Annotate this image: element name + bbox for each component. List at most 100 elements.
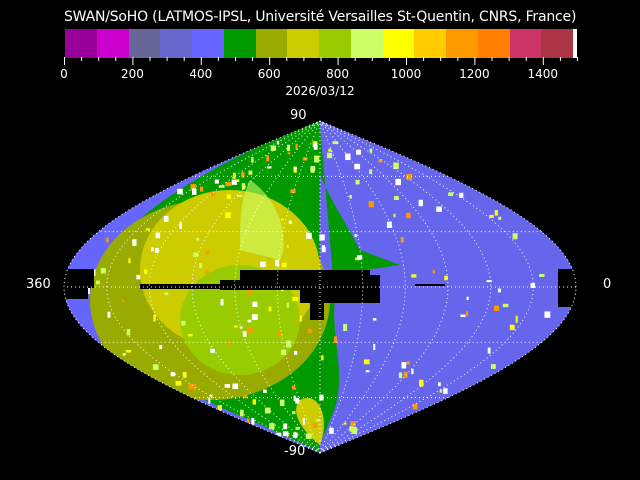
bright-source <box>321 355 324 361</box>
bright-source <box>292 385 296 390</box>
bright-source <box>279 399 285 407</box>
bright-source <box>100 267 106 274</box>
lime-region <box>180 265 300 375</box>
bright-source <box>406 212 411 219</box>
bright-source <box>267 166 272 169</box>
bright-source <box>210 394 213 397</box>
bright-source <box>146 228 150 231</box>
bright-source <box>263 389 267 394</box>
bright-source <box>319 394 324 401</box>
colorbar-swatch <box>287 29 319 58</box>
bright-source <box>242 395 248 399</box>
bright-source <box>247 326 253 334</box>
colorbar-swatch <box>319 29 351 58</box>
bright-source <box>319 234 325 241</box>
bright-source <box>290 189 296 194</box>
blank-band <box>415 284 445 286</box>
bright-source <box>355 179 360 185</box>
bright-source <box>236 179 240 182</box>
bright-source <box>302 418 305 425</box>
bright-source <box>356 149 361 155</box>
meridian-line <box>276 120 321 454</box>
bright-source <box>493 305 500 311</box>
bright-source <box>230 312 233 315</box>
colorbar-tick-label: 1400 <box>527 67 559 81</box>
bright-source <box>444 275 448 281</box>
bright-source <box>182 371 187 378</box>
label-lat-90: 90 <box>290 108 307 123</box>
map-title: SWAN/SoHO (LATMOS-IPSL, Université Versa… <box>64 9 577 25</box>
bright-source <box>307 328 312 334</box>
bright-source <box>332 141 339 145</box>
bright-source <box>448 192 454 197</box>
bright-source <box>210 348 215 353</box>
bright-source <box>490 364 496 369</box>
bright-source <box>126 328 131 336</box>
bright-source <box>406 173 413 180</box>
blank-band-vertical <box>310 290 324 320</box>
meridian-line <box>63 120 321 454</box>
bright-source <box>486 280 492 283</box>
bright-source <box>225 212 231 219</box>
bright-source <box>107 311 111 318</box>
bright-source <box>251 417 255 425</box>
bright-source <box>292 411 296 415</box>
bright-source <box>205 250 210 255</box>
bright-source <box>334 336 338 343</box>
bright-source <box>266 155 270 162</box>
bright-source <box>268 306 272 312</box>
bright-source <box>512 233 518 240</box>
bright-source <box>241 183 246 190</box>
bright-source <box>236 194 243 197</box>
bright-source <box>393 162 399 170</box>
bright-source <box>231 179 238 185</box>
bright-source <box>205 270 209 274</box>
bright-source <box>275 259 280 267</box>
coordinate-grid <box>63 120 577 454</box>
bright-source <box>246 418 250 424</box>
bright-source <box>354 233 357 238</box>
colorbar-swatch-end <box>573 29 577 58</box>
bright-source <box>313 155 320 163</box>
bright-source <box>373 343 376 351</box>
south-yellow-region <box>296 398 324 445</box>
bright-source <box>459 192 464 198</box>
bright-source <box>502 303 509 308</box>
bright-source <box>232 383 239 390</box>
bright-source <box>349 426 354 432</box>
colorbar-swatch <box>541 29 573 58</box>
bright-source <box>363 359 370 365</box>
bright-source <box>393 213 396 218</box>
observation-date: 2026/03/12 <box>285 84 355 98</box>
bright-source <box>239 409 244 417</box>
bright-source <box>226 194 231 199</box>
bright-source <box>125 350 132 353</box>
bright-source <box>251 157 254 163</box>
bright-source <box>188 384 194 390</box>
meridian-line <box>319 120 364 454</box>
bright-source <box>406 361 411 365</box>
bright-source <box>154 247 159 253</box>
bright-source <box>329 427 334 434</box>
bright-source <box>190 184 196 191</box>
bright-source <box>489 214 494 218</box>
bright-source <box>218 185 225 188</box>
bright-source <box>181 320 186 326</box>
blank-band-right <box>558 269 576 307</box>
bright-source <box>87 287 90 295</box>
bright-source <box>248 170 253 175</box>
bright-source <box>281 262 287 268</box>
colorbar-tick-label: 1200 <box>459 67 490 81</box>
bright-source <box>136 274 141 280</box>
bright-source <box>466 311 469 316</box>
bright-source <box>192 384 196 390</box>
bright-source <box>214 179 219 184</box>
blank-band-left <box>64 269 94 288</box>
bright-source <box>312 423 318 429</box>
bright-source <box>498 216 502 220</box>
bright-source <box>285 340 292 348</box>
bright-source <box>241 172 245 178</box>
bright-source <box>286 302 289 308</box>
bright-source <box>242 331 247 338</box>
